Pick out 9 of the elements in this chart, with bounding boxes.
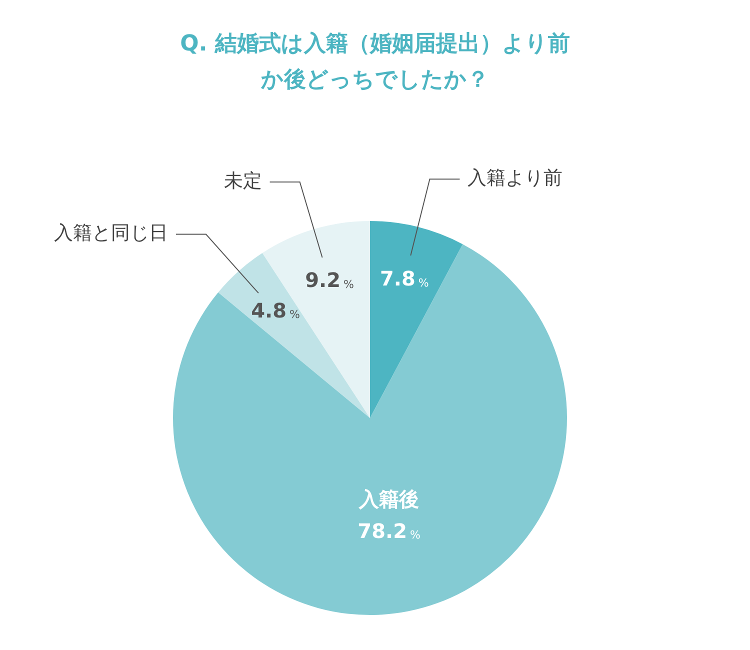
slice-label: 入籍後 [358, 486, 420, 511]
data-label: 78.2% [358, 518, 420, 543]
data-label: 9.2% [305, 268, 354, 292]
data-label: 7.8% [380, 266, 429, 291]
data-label: 4.8% [251, 298, 300, 322]
slice-label: 入籍と同じ日 [54, 222, 168, 244]
chart-title: Q. 結婚式は入籍（婚姻届提出）より前か後どっちでしたか？ [180, 32, 570, 93]
slice-label: 未定 [224, 170, 262, 192]
slice-label: 入籍より前 [468, 167, 563, 190]
